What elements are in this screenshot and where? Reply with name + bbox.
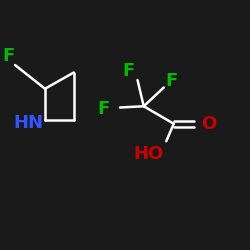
Text: F: F [122,62,135,80]
Text: HN: HN [14,114,44,132]
Text: F: F [98,100,110,118]
Text: HO: HO [134,145,164,163]
Text: F: F [2,47,15,65]
Text: O: O [201,115,216,133]
Text: F: F [165,72,177,90]
